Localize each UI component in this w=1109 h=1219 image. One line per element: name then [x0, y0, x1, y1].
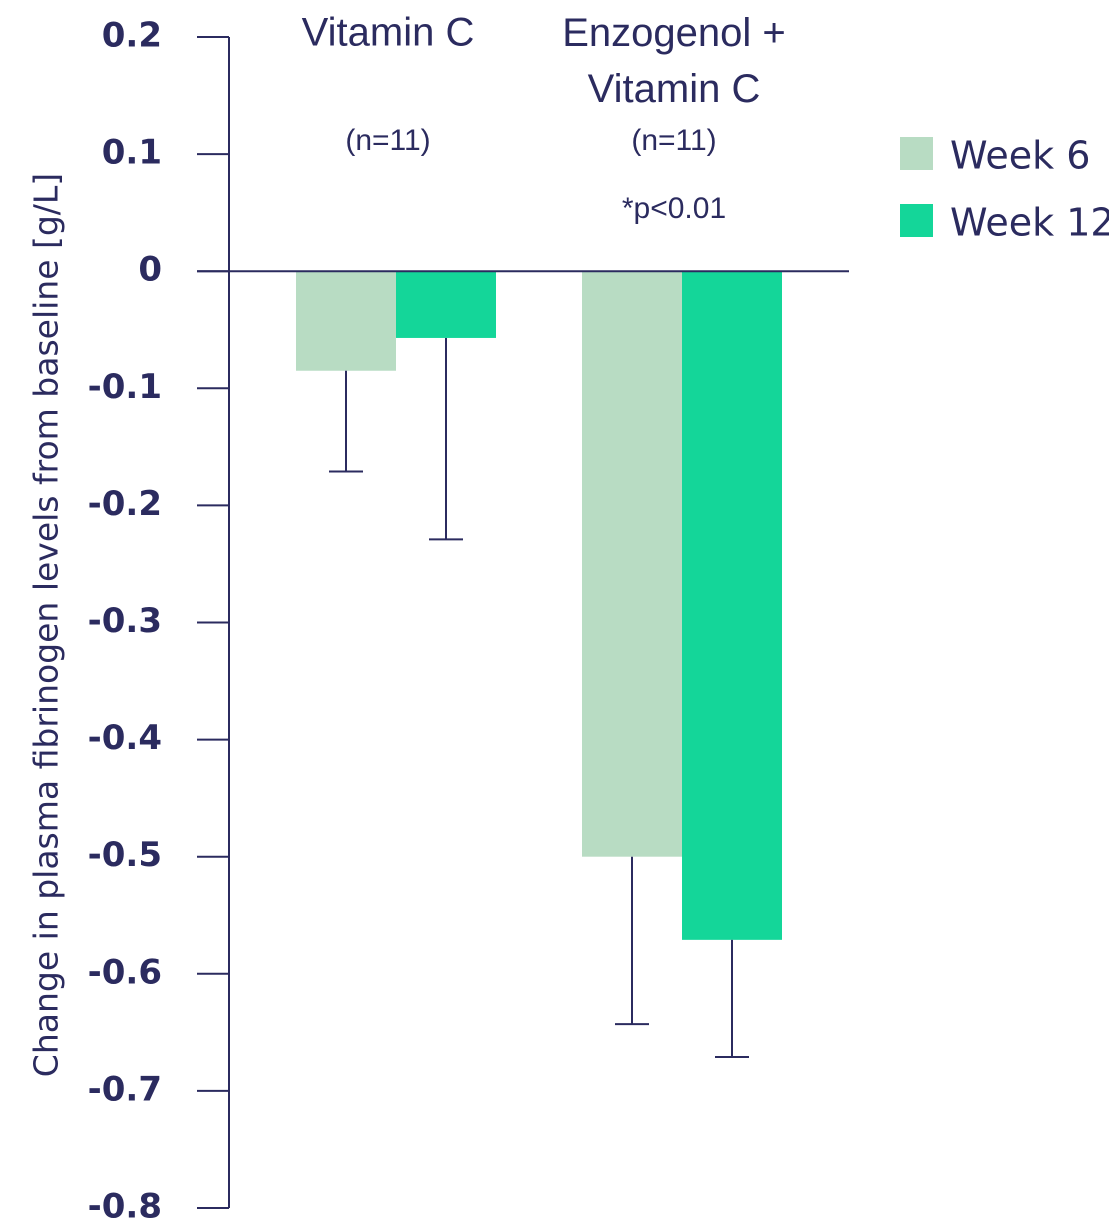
y-axis-label: Change in plasma fibrinogen levels from … [27, 173, 66, 1077]
category-label: Enzogenol + Vitamin C [562, 11, 786, 111]
error-bar [429, 337, 463, 541]
bar [582, 271, 682, 857]
bar [396, 271, 496, 338]
error-bar [615, 856, 649, 1026]
y-tick-label: -0.2 [88, 484, 162, 524]
y-tick-label: 0 [138, 250, 162, 290]
y-tick-label: -0.4 [88, 718, 162, 758]
annotation: (n=11) [345, 124, 430, 157]
category-label: Vitamin C [302, 11, 475, 55]
legend-swatch [900, 137, 933, 170]
error-bar [329, 370, 363, 473]
y-tick-label: -0.3 [88, 601, 162, 641]
y-tick-label: -0.7 [88, 1069, 162, 1109]
annotation: (n=11) [631, 124, 716, 157]
bar [296, 271, 396, 371]
y-tick-label: -0.1 [88, 367, 162, 407]
legend-label: Week 12 [950, 201, 1109, 245]
legend-swatch [900, 204, 933, 237]
annotation: *p<0.01 [622, 192, 726, 225]
bar [682, 271, 782, 940]
y-tick-label: 0.2 [102, 16, 162, 56]
y-tick-label: -0.5 [88, 835, 162, 875]
legend-label: Week 6 [950, 134, 1090, 178]
y-tick-label: 0.1 [102, 133, 162, 173]
y-tick-label: -0.8 [88, 1187, 162, 1219]
error-bar [715, 939, 749, 1058]
y-tick-label: -0.6 [88, 952, 162, 992]
